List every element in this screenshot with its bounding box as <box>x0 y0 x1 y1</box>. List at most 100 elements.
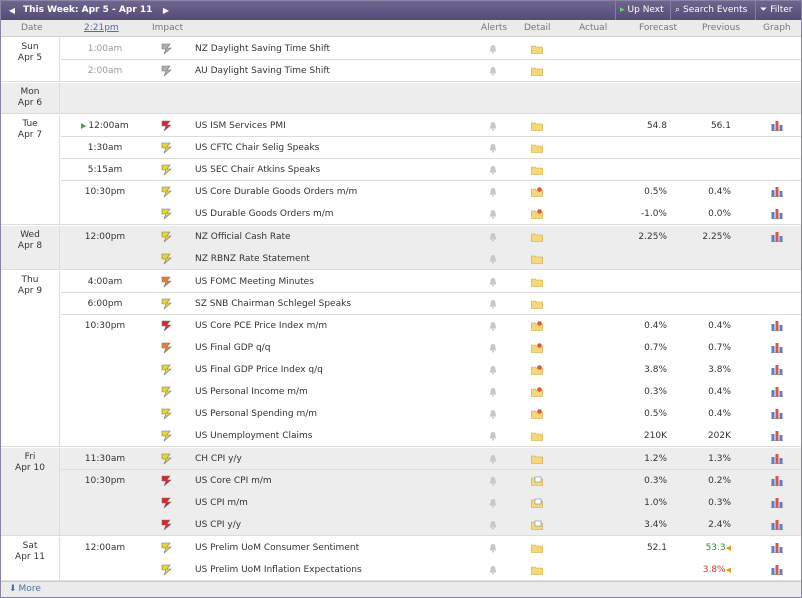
folder-icon[interactable] <box>531 277 543 287</box>
event-name[interactable]: NZ Official Cash Rate <box>195 232 291 242</box>
impact-icon[interactable] <box>160 408 172 420</box>
impact-icon[interactable] <box>160 342 172 354</box>
bell-icon[interactable] <box>489 321 497 331</box>
bar-chart-icon[interactable] <box>771 542 783 553</box>
impact-icon[interactable] <box>160 120 172 132</box>
folder-icon[interactable] <box>531 431 543 441</box>
bell-icon[interactable] <box>489 277 497 287</box>
impact-icon[interactable] <box>160 186 172 198</box>
event-name[interactable]: US Core CPI m/m <box>195 476 272 486</box>
event-row[interactable]: 11:30am CH CPI y/y 1.2% 1.3% <box>1 448 801 470</box>
event-row[interactable]: 2:00am AU Daylight Saving Time Shift <box>1 60 801 82</box>
event-row[interactable]: US Unemployment Claims 210K 202K <box>1 425 801 447</box>
bell-icon[interactable] <box>489 44 497 54</box>
event-row[interactable]: 10:30pm US Core CPI m/m 0.3% 0.2% <box>1 470 801 492</box>
bar-chart-icon[interactable] <box>771 364 783 375</box>
event-name[interactable]: CH CPI y/y <box>195 454 242 464</box>
bell-icon[interactable] <box>489 143 497 153</box>
event-row[interactable]: 10:30pm US Core PCE Price Index m/m 0.4% 0.… <box>1 315 801 337</box>
event-row[interactable]: 12:00pm NZ Official Cash Rate 2.25% 2.25% <box>1 226 801 248</box>
bell-icon[interactable] <box>489 232 497 242</box>
bar-chart-icon[interactable] <box>771 120 783 131</box>
bell-icon[interactable] <box>489 209 497 219</box>
search-events-button[interactable]: ⌕ Search Events <box>670 1 747 20</box>
event-name[interactable]: US ISM Services PMI <box>195 121 286 131</box>
event-row[interactable]: US Final GDP q/q 0.7% 0.7% <box>1 337 801 359</box>
folder-icon[interactable] <box>531 232 543 242</box>
event-name[interactable]: US Final GDP Price Index q/q <box>195 365 323 375</box>
event-row[interactable]: 10:30pm US Core Durable Goods Orders m/m 0… <box>1 181 801 203</box>
bar-chart-icon[interactable] <box>771 519 783 530</box>
bell-icon[interactable] <box>489 343 497 353</box>
event-name[interactable]: US CPI y/y <box>195 520 242 530</box>
folder-icon[interactable] <box>531 321 543 331</box>
event-row[interactable]: US Durable Goods Orders m/m -1.0% 0.0% <box>1 203 801 225</box>
folder-icon[interactable] <box>531 343 543 353</box>
event-row[interactable]: 12:00am US ISM Services PMI 54.8 56.1 <box>1 115 801 137</box>
event-row[interactable]: NZ RBNZ Rate Statement <box>1 248 801 270</box>
bell-icon[interactable] <box>489 431 497 441</box>
next-week-button[interactable]: ▶ <box>162 6 170 15</box>
event-name[interactable]: US Unemployment Claims <box>195 431 313 441</box>
event-name[interactable]: US SEC Chair Atkins Speaks <box>195 165 321 175</box>
event-name[interactable]: US Core PCE Price Index m/m <box>195 321 328 331</box>
event-row[interactable]: US CPI y/y 3.4% 2.4% <box>1 514 801 536</box>
bell-icon[interactable] <box>489 476 497 486</box>
col-time[interactable]: 2:21pm <box>84 23 119 33</box>
event-name[interactable]: US CPI m/m <box>195 498 248 508</box>
folder-icon[interactable] <box>531 254 543 264</box>
event-row[interactable]: 4:00am US FOMC Meeting Minutes <box>1 271 801 293</box>
week-label[interactable]: This Week: Apr 5 - Apr 11 <box>23 5 153 15</box>
event-name[interactable]: US Prelim UoM Consumer Sentiment <box>195 543 360 553</box>
bell-icon[interactable] <box>489 365 497 375</box>
filter-button[interactable]: ⏷ Filter <box>755 1 793 20</box>
folder-icon[interactable] <box>531 365 543 375</box>
impact-icon[interactable] <box>160 542 172 554</box>
bar-chart-icon[interactable] <box>771 231 783 242</box>
event-name[interactable]: AU Daylight Saving Time Shift <box>195 66 330 76</box>
event-name[interactable]: US Core Durable Goods Orders m/m <box>195 187 358 197</box>
event-name[interactable]: US FOMC Meeting Minutes <box>195 277 314 287</box>
event-row[interactable]: 12:00am US Prelim UoM Consumer Sentiment 5… <box>1 537 801 559</box>
impact-icon[interactable] <box>160 298 172 310</box>
event-row[interactable]: US CPI m/m 1.0% 0.3% <box>1 492 801 514</box>
event-name[interactable]: US Prelim UoM Inflation Expectations <box>195 565 362 575</box>
up-next-button[interactable]: ▸ Up Next <box>615 1 664 20</box>
bell-icon[interactable] <box>489 165 497 175</box>
event-name[interactable]: NZ Daylight Saving Time Shift <box>195 44 331 54</box>
impact-icon[interactable] <box>160 231 172 243</box>
impact-icon[interactable] <box>160 65 172 77</box>
bar-chart-icon[interactable] <box>771 320 783 331</box>
folder-icon[interactable] <box>531 66 543 76</box>
folder-icon[interactable] <box>531 565 543 575</box>
folder-icon[interactable] <box>531 409 543 419</box>
impact-icon[interactable] <box>160 164 172 176</box>
more-link[interactable]: ⬇ More <box>9 584 41 594</box>
event-name[interactable]: US Final GDP q/q <box>195 343 271 353</box>
event-name[interactable]: NZ RBNZ Rate Statement <box>195 254 310 264</box>
event-row[interactable]: US Personal Income m/m 0.3% 0.4% <box>1 381 801 403</box>
event-row[interactable]: 1:30am US CFTC Chair Selig Speaks <box>1 137 801 159</box>
impact-icon[interactable] <box>160 364 172 376</box>
impact-icon[interactable] <box>160 43 172 55</box>
folder-icon[interactable] <box>531 299 543 309</box>
folder-icon[interactable] <box>531 498 543 508</box>
bell-icon[interactable] <box>489 565 497 575</box>
folder-icon[interactable] <box>531 165 543 175</box>
bell-icon[interactable] <box>489 454 497 464</box>
bar-chart-icon[interactable] <box>771 430 783 441</box>
bell-icon[interactable] <box>489 498 497 508</box>
event-name[interactable]: SZ SNB Chairman Schlegel Speaks <box>195 299 352 309</box>
bar-chart-icon[interactable] <box>771 208 783 219</box>
impact-icon[interactable] <box>160 276 172 288</box>
bar-chart-icon[interactable] <box>771 386 783 397</box>
bar-chart-icon[interactable] <box>771 186 783 197</box>
impact-icon[interactable] <box>160 475 172 487</box>
bell-icon[interactable] <box>489 387 497 397</box>
event-name[interactable]: US Personal Spending m/m <box>195 409 318 419</box>
bar-chart-icon[interactable] <box>771 564 783 575</box>
bar-chart-icon[interactable] <box>771 475 783 486</box>
folder-icon[interactable] <box>531 44 543 54</box>
event-name[interactable]: US Durable Goods Orders m/m <box>195 209 334 219</box>
impact-icon[interactable] <box>160 320 172 332</box>
